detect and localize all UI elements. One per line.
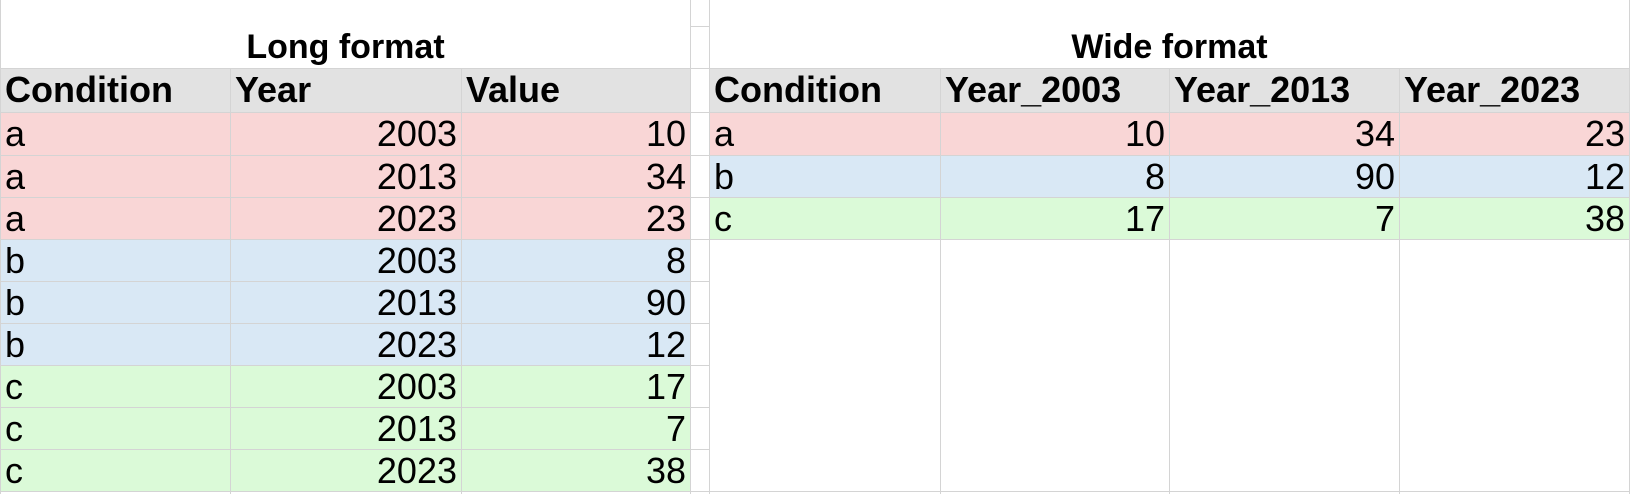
wide-cell-condition[interactable]: a [710, 113, 940, 155]
wide-cell-year-2003[interactable]: 8 [941, 156, 1169, 197]
gridline [690, 0, 691, 494]
long-cell-condition[interactable]: c [1, 450, 230, 491]
long-cell-condition[interactable]: a [1, 113, 230, 155]
long-cell-value[interactable]: 12 [462, 324, 690, 365]
long-cell-year[interactable]: 2003 [231, 240, 461, 281]
long-cell-year[interactable]: 2023 [231, 450, 461, 491]
gridline [0, 112, 1630, 113]
long-cell-year[interactable]: 2003 [231, 113, 461, 155]
gridline [1399, 68, 1400, 494]
gridline [0, 407, 710, 408]
gridline [940, 68, 941, 494]
long-cell-year[interactable]: 2013 [231, 408, 461, 449]
long-cell-condition[interactable]: b [1, 324, 230, 365]
gridline [0, 323, 710, 324]
long-header-value[interactable]: Value [462, 69, 690, 112]
gridline [0, 449, 710, 450]
long-header-condition[interactable]: Condition [1, 69, 230, 112]
wide-cell-year-2013[interactable]: 7 [1170, 198, 1399, 239]
wide-cell-year-2003[interactable]: 17 [941, 198, 1169, 239]
long-cell-value[interactable]: 7 [462, 408, 690, 449]
gridline [0, 365, 710, 366]
long-cell-value[interactable]: 23 [462, 198, 690, 239]
gridline [709, 0, 710, 494]
gridline [1169, 68, 1170, 494]
long-header-year[interactable]: Year [231, 69, 461, 112]
long-cell-year[interactable]: 2023 [231, 198, 461, 239]
gridline [0, 197, 1630, 198]
long-cell-condition[interactable]: b [1, 240, 230, 281]
gridline [690, 26, 710, 27]
long-cell-value[interactable]: 8 [462, 240, 690, 281]
long-cell-condition[interactable]: c [1, 366, 230, 407]
wide-cell-condition[interactable]: b [710, 156, 940, 197]
wide-header-year-2013[interactable]: Year_2013 [1170, 69, 1399, 112]
long-cell-year[interactable]: 2003 [231, 366, 461, 407]
wide-cell-year-2023[interactable]: 38 [1400, 198, 1629, 239]
long-cell-value[interactable]: 38 [462, 450, 690, 491]
gridline [0, 491, 1630, 492]
gridline [0, 68, 1630, 69]
long-cell-condition[interactable]: b [1, 282, 230, 323]
gridline [0, 239, 1630, 240]
long-cell-condition[interactable]: c [1, 408, 230, 449]
wide-cell-year-2013[interactable]: 34 [1170, 113, 1399, 155]
wide-header-year-2023[interactable]: Year_2023 [1400, 69, 1629, 112]
gridline [0, 281, 710, 282]
gridline [0, 0, 1, 494]
long-cell-year[interactable]: 2013 [231, 156, 461, 197]
wide-cell-year-2013[interactable]: 90 [1170, 156, 1399, 197]
long-cell-year[interactable]: 2023 [231, 324, 461, 365]
long-cell-value[interactable]: 17 [462, 366, 690, 407]
long-format-title: Long format [246, 28, 445, 66]
wide-cell-condition[interactable]: c [710, 198, 940, 239]
gridline [0, 155, 1630, 156]
long-cell-value[interactable]: 10 [462, 113, 690, 155]
wide-cell-year-2023[interactable]: 12 [1400, 156, 1629, 197]
long-cell-condition[interactable]: a [1, 156, 230, 197]
long-cell-value[interactable]: 90 [462, 282, 690, 323]
wide-header-condition[interactable]: Condition [710, 69, 940, 112]
wide-format-title: Wide format [1071, 28, 1268, 66]
long-cell-year[interactable]: 2013 [231, 282, 461, 323]
long-cell-value[interactable]: 34 [462, 156, 690, 197]
wide-cell-year-2003[interactable]: 10 [941, 113, 1169, 155]
wide-cell-year-2023[interactable]: 23 [1400, 113, 1629, 155]
long-cell-condition[interactable]: a [1, 198, 230, 239]
wide-header-year-2003[interactable]: Year_2003 [941, 69, 1169, 112]
